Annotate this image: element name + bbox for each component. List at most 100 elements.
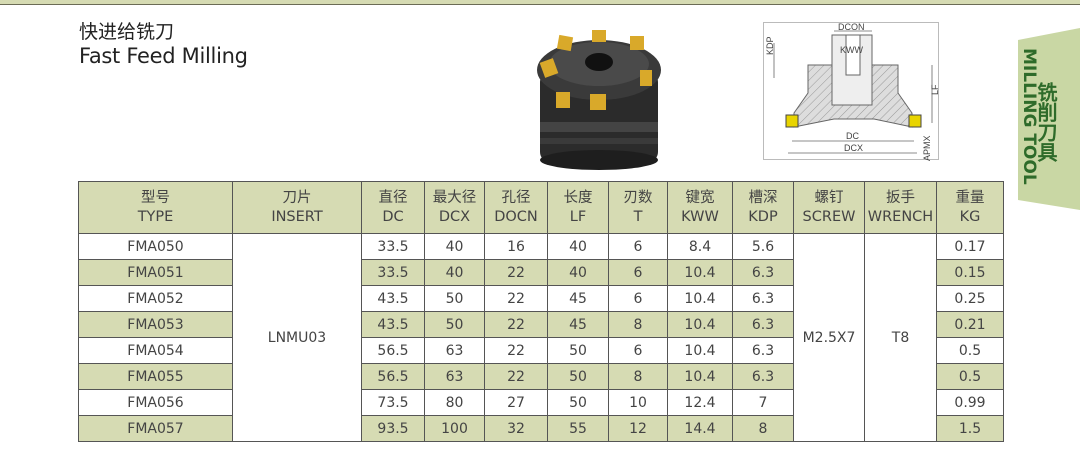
cell-kg: 0.25 (936, 285, 1004, 312)
header-zh: 直径 (378, 189, 408, 206)
cell-kg: 0.15 (936, 259, 1004, 286)
column-header: 扳手 WRENCH (864, 181, 937, 234)
milling-tool-tab: MILLING TOOL 铣削刀具 (1018, 28, 1080, 210)
header-en: WRENCH (867, 208, 934, 225)
cell-type: FMA056 (78, 389, 233, 416)
cell-t: 8 (608, 363, 668, 390)
label-dcx: DCX (844, 143, 863, 153)
cell-dcx: 50 (424, 285, 485, 312)
cell-kg: 0.5 (936, 363, 1004, 390)
header-zh: 刃数 (623, 189, 653, 206)
header-en: SCREW (802, 208, 856, 225)
column-header: 最大径 DCX (424, 181, 485, 234)
cell-type: FMA057 (78, 415, 233, 442)
header-en: DCX (438, 208, 471, 225)
column-header: 长度 LF (547, 181, 609, 234)
cell-dc: 73.5 (361, 389, 425, 416)
cell-t: 6 (608, 337, 668, 364)
cell-kww: 10.4 (667, 259, 733, 286)
column-header: 槽深 KDP (732, 181, 794, 234)
table-row: FMA056 73.5 80 27 50 10 12.4 7 0.99 (78, 389, 1004, 416)
cell-dc: 43.5 (361, 311, 425, 338)
header-zh: 刀片 (282, 189, 312, 206)
cell-kww: 12.4 (667, 389, 733, 416)
cell-docn: 22 (484, 337, 548, 364)
label-dc: DC (846, 131, 859, 141)
title-zh: 快进给铣刀 (79, 21, 175, 43)
header-en: KWW (681, 208, 719, 225)
cell-dc: 43.5 (361, 285, 425, 312)
cell-dcx: 63 (424, 363, 485, 390)
column-header: 刀片 INSERT (232, 181, 362, 234)
cell-docn: 22 (484, 363, 548, 390)
cell-kww: 10.4 (667, 285, 733, 312)
cell-dc: 56.5 (361, 337, 425, 364)
cell-kww: 10.4 (667, 337, 733, 364)
cell-t: 8 (608, 311, 668, 338)
cell-dcx: 50 (424, 311, 485, 338)
cell-type: FMA050 (78, 233, 233, 260)
cell-lf: 40 (547, 233, 609, 260)
cell-lf: 50 (547, 363, 609, 390)
cell-kww: 10.4 (667, 311, 733, 338)
cell-t: 6 (608, 259, 668, 286)
cell-t: 10 (608, 389, 668, 416)
table-row: FMA055 56.5 63 22 50 8 10.4 6.3 0.5 (78, 363, 1004, 390)
cell-kdp: 6.3 (732, 259, 794, 286)
column-header: 螺钉 SCREW (793, 181, 865, 234)
label-apmx: APMX (922, 135, 932, 161)
top-band (0, 0, 1080, 5)
header-en: KG (959, 208, 981, 225)
cell-kdp: 5.6 (732, 233, 794, 260)
cell-kdp: 8 (732, 415, 794, 442)
cell-type: FMA055 (78, 363, 233, 390)
cell-lf: 45 (547, 311, 609, 338)
cell-kg: 0.5 (936, 337, 1004, 364)
column-header: 重量 KG (936, 181, 1004, 234)
header-zh: 槽深 (748, 189, 778, 206)
header-zh: 孔径 (501, 189, 531, 206)
header-en: KDP (748, 208, 778, 225)
header-en: LF (569, 208, 587, 225)
cell-kdp: 6.3 (732, 311, 794, 338)
cell-dcx: 63 (424, 337, 485, 364)
cell-dc: 33.5 (361, 233, 425, 260)
table-row: FMA057 93.5 100 32 55 12 14.4 8 1.5 (78, 415, 1004, 442)
cell-type: FMA054 (78, 337, 233, 364)
cell-kww: 8.4 (667, 233, 733, 260)
column-header: 孔径 DOCN (484, 181, 548, 234)
cell-kg: 0.17 (936, 233, 1004, 260)
table-row: FMA053 43.5 50 22 45 8 10.4 6.3 0.21 (78, 311, 1004, 338)
label-kww: KWW (840, 45, 863, 55)
header-en: T (633, 208, 643, 225)
column-header: 刃数 T (608, 181, 668, 234)
milling-cutter-image (537, 30, 661, 170)
column-header: 键宽 KWW (667, 181, 733, 234)
cell-kdp: 6.3 (732, 285, 794, 312)
cell-dcx: 40 (424, 259, 485, 286)
header-zh: 扳手 (886, 189, 915, 206)
table-row: FMA050 LNMU03 33.5 40 16 40 6 8.4 5.6 M2.5X7 T8 0.1… (78, 233, 1004, 442)
cell-kdp: 7 (732, 389, 794, 416)
cell-kg: 0.21 (936, 311, 1004, 338)
cell-kg: 1.5 (936, 415, 1004, 442)
header-zh: 长度 (563, 189, 593, 206)
table-row: FMA051 33.5 40 22 40 6 10.4 6.3 0.15 (78, 259, 1004, 286)
page-title: 快进给铣刀 Fast Feed Milling (79, 20, 248, 68)
cell-docn: 32 (484, 415, 548, 442)
cell-type: FMA052 (78, 285, 233, 312)
header-en: DC (382, 208, 404, 225)
cell-kww: 10.4 (667, 363, 733, 390)
table-row: FMA052 43.5 50 22 45 6 10.4 6.3 0.25 (78, 285, 1004, 312)
cell-docn: 22 (484, 285, 548, 312)
cell-type: FMA051 (78, 259, 233, 286)
cell-t: 6 (608, 233, 668, 260)
header-zh: 螺钉 (814, 189, 844, 206)
cell-dcx: 100 (424, 415, 485, 442)
cell-t: 6 (608, 285, 668, 312)
cell-kww: 14.4 (667, 415, 733, 442)
header-zh: 型号 (141, 189, 170, 206)
column-header: 直径 DC (361, 181, 425, 234)
tab-zh: 铣削刀具 (1034, 81, 1058, 163)
label-kdp: KDP (765, 36, 775, 55)
